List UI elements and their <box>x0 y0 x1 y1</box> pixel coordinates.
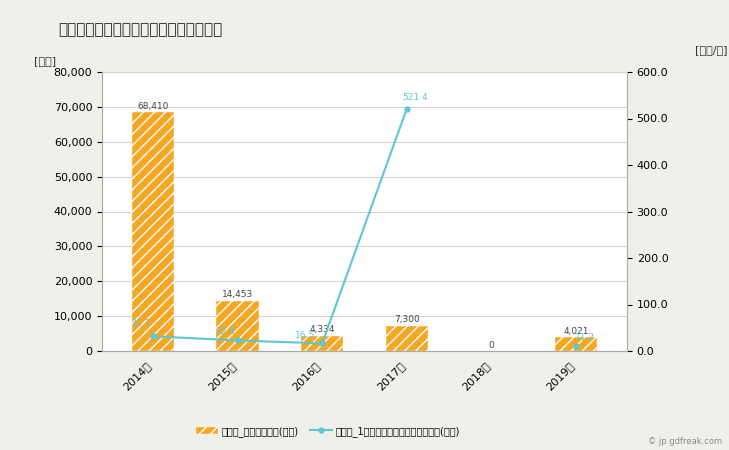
Text: 22.6: 22.6 <box>215 327 235 336</box>
Text: [万円]: [万円] <box>34 56 56 67</box>
Bar <box>386 325 428 351</box>
Text: 4,021: 4,021 <box>564 327 589 336</box>
Text: 0: 0 <box>488 341 494 350</box>
Text: © jp.gdfreak.com: © jp.gdfreak.com <box>647 436 722 446</box>
Bar <box>555 337 597 351</box>
Text: 16.5: 16.5 <box>295 331 316 340</box>
Bar <box>217 301 259 351</box>
Text: 産業用建築物の工事費予定額合計の推移: 産業用建築物の工事費予定額合計の推移 <box>58 22 222 37</box>
Bar <box>301 336 343 351</box>
Legend: 産業用_工事費予定額(左軸), 産業用_1平米当たり平均工事費予定額(右軸): 産業用_工事費予定額(左軸), 産業用_1平米当たり平均工事費予定額(右軸) <box>192 422 464 441</box>
Text: 11.2: 11.2 <box>574 333 595 342</box>
Text: [万円/㎡]: [万円/㎡] <box>695 45 728 55</box>
Text: 31.7: 31.7 <box>130 319 150 328</box>
Bar <box>132 112 174 351</box>
Text: 7,300: 7,300 <box>394 315 420 324</box>
Text: 4,334: 4,334 <box>309 325 335 334</box>
Text: 14,453: 14,453 <box>222 290 253 299</box>
Text: 68,410: 68,410 <box>137 102 168 111</box>
Text: 521.4: 521.4 <box>402 93 428 102</box>
